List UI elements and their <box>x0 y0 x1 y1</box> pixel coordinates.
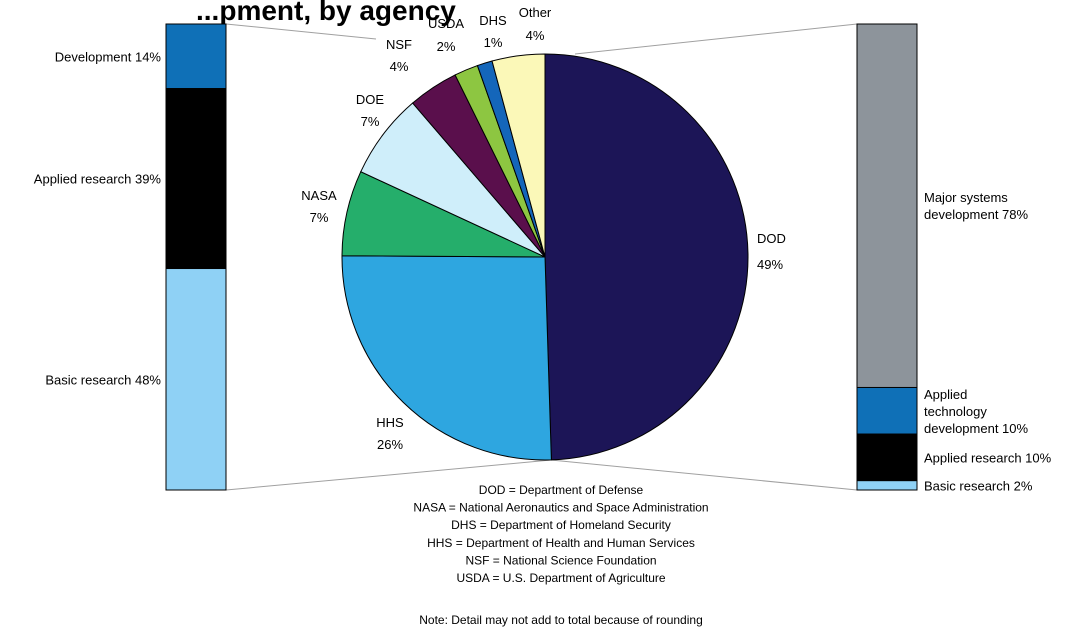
connector-line-4 <box>550 459 858 491</box>
right-bar-label-1: Major systems <box>924 190 1008 205</box>
slice-pct-other: 4% <box>526 28 545 43</box>
left-bar-segment-3 <box>165 268 227 491</box>
pie-slice-hhs <box>341 255 552 461</box>
footnote-line: HHS = Department of Health and Human Ser… <box>427 536 695 550</box>
pie: DOD 49% HHS 26% NASA 7% DOE 7% NSF 4% USDA 2% DHS 1% O… <box>301 5 786 461</box>
slice-pct-dhs: 1% <box>484 35 503 50</box>
slice-label-hhs: HHS <box>376 415 404 430</box>
slice-pct-nsf: 4% <box>390 59 409 74</box>
connector-lines <box>225 23 858 491</box>
footnote-line: DOD = Department of Defense <box>479 483 644 497</box>
right-bar-segment-4 <box>856 480 918 491</box>
slice-label-nsf: NSF <box>386 37 412 52</box>
footnote-line: DHS = Department of Homeland Security <box>451 518 671 532</box>
slice-pct-doe: 7% <box>361 114 380 129</box>
left-bar-label-3: Basic research 48% <box>45 372 161 387</box>
footnote-line: USDA = U.S. Department of Agriculture <box>456 571 665 585</box>
connector-line-1 <box>225 23 377 40</box>
slice-pct-dod: 49% <box>757 257 783 272</box>
slice-label-dod: DOD <box>757 231 786 246</box>
connector-line-2 <box>225 459 552 491</box>
slice-pct-nasa: 7% <box>310 210 329 225</box>
right-bar-label-1: development 78% <box>924 207 1029 222</box>
slice-pct-hhs: 26% <box>377 437 403 452</box>
pie-slice-dod <box>544 53 749 461</box>
left-bar-label-1: Development 14% <box>55 49 162 64</box>
slice-label-doe: DOE <box>356 92 385 107</box>
footnotes: DOD = Department of Defense NASA = Nation… <box>413 483 708 627</box>
right-bar-label-2: Applied <box>924 387 967 402</box>
rounding-note: Note: Detail may not add to total becaus… <box>419 613 703 627</box>
left-bar-segment-1 <box>165 23 227 90</box>
right-bar-label-4: Basic research 2% <box>924 478 1033 493</box>
right-bar-label-2: technology <box>924 404 987 419</box>
slice-label-nasa: NASA <box>301 188 337 203</box>
left-bar-label-2: Applied research 39% <box>34 172 162 187</box>
connector-line-3 <box>574 23 858 55</box>
right-bar-segment-1 <box>856 23 918 388</box>
chart-title: ...pment, by agency <box>196 0 456 26</box>
footnote-line: NSF = National Science Foundation <box>465 553 656 567</box>
right-bar-segment-2 <box>856 386 918 435</box>
footnote-line: NASA = National Aeronautics and Space Ad… <box>413 501 708 515</box>
left-bar-segment-2 <box>165 88 227 270</box>
slice-label-usda: USDA <box>428 16 464 31</box>
pie-slice-other <box>491 53 546 258</box>
left-stacked-bar: Development 14% Applied research 39% Basic… <box>34 23 227 491</box>
right-bar-label-3: Applied research 10% <box>924 450 1052 465</box>
right-stacked-bar: Major systems development 78% Applied techn… <box>856 23 1052 493</box>
slice-label-dhs: DHS <box>479 13 507 28</box>
right-bar-label-2: development 10% <box>924 421 1029 436</box>
right-bar-segment-3 <box>856 433 918 482</box>
slice-pct-usda: 2% <box>437 39 456 54</box>
slice-label-other: Other <box>519 5 552 20</box>
